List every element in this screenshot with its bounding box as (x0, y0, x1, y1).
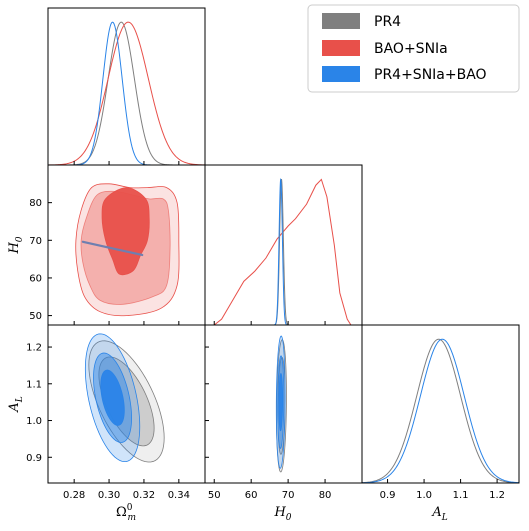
frame-h0-vs-al (204, 324, 363, 484)
marginal-curve-omega-m-pr4 (48, 21, 205, 165)
marginal-curve-h0-bao-snia (213, 178, 352, 325)
marginal-curve-omega-m-bao-snia (48, 21, 205, 165)
legend-swatch-bao-snia (322, 40, 360, 56)
panel-al-marginal (361, 324, 520, 484)
x-tick-label-omega_m: 0.34 (168, 490, 190, 501)
y-tick-label-H0: 70 (29, 236, 42, 247)
x-tick-label-AL: 1.2 (489, 490, 505, 501)
contour-h0-al-pr4-snia-bao-1sigma (278, 373, 284, 432)
marginal-curve-al-pr4-snia-bao (362, 338, 519, 483)
x-tick-label-omega_m: 0.32 (133, 490, 155, 501)
x-tick-label-H0: 70 (282, 490, 295, 501)
y-tick-label-H0: 50 (29, 311, 42, 322)
frame-al-marginal (361, 324, 520, 484)
x-tick-label-AL: 1.0 (416, 490, 432, 501)
x-tick-label-H0: 50 (208, 490, 221, 501)
y-tick-label-H0: 60 (29, 273, 42, 284)
legend-swatch-pr4-snia-bao (322, 66, 360, 82)
legend-label-bao-snia: BAO+SNIa (374, 41, 448, 57)
y-tick-label-AL: 1.2 (26, 343, 42, 354)
x-axis-label-omega-m: Ω0 m (116, 503, 136, 523)
legend-label-pr4-snia-bao: PR4+SNIa+BAO (374, 67, 487, 83)
marginal-curve-omega-m-pr4-snia-bao (48, 21, 205, 165)
x-tick-label-omega_m: 0.30 (98, 490, 120, 501)
x-tick-label-H0: 80 (319, 490, 332, 501)
x-axis-label-al: AL (431, 505, 447, 523)
y-axis-label-h0: H0 (7, 236, 25, 254)
legend-swatch-pr4 (322, 13, 360, 29)
x-tick-label-AL: 1.1 (453, 490, 469, 501)
y-tick-label-AL: 1.0 (26, 416, 42, 427)
legend-label-pr4: PR4 (374, 14, 401, 30)
legend: PR4 BAO+SNIa PR4+SNIa+BAO (307, 4, 520, 93)
legend-frame (307, 4, 520, 93)
x-tick-label-omega_m: 0.28 (63, 490, 85, 501)
y-tick-label-AL: 1.1 (26, 379, 42, 390)
x-tick-label-H0: 60 (245, 490, 258, 501)
x-tick-label-AL: 0.9 (380, 490, 396, 501)
contour-pr4-snia-bao (81, 240, 144, 257)
contour-pr4-snia-bao-1sigma (100, 369, 125, 426)
panel-omega-m-vs-al (47, 324, 206, 484)
panel-omega-m-marginal (47, 7, 206, 166)
panel-h0-vs-al (204, 324, 363, 484)
x-axis-label-h0: H0 (273, 505, 291, 523)
marginal-curve-h0-pr4 (265, 178, 296, 325)
panel-h0-marginal (204, 164, 363, 326)
y-tick-label-AL: 0.9 (26, 453, 42, 464)
marginal-curve-al-pr4 (362, 338, 519, 483)
panel-omega-m-vs-h0 (47, 164, 206, 326)
marginal-curve-h0-pr4-snia-bao (265, 178, 296, 325)
y-axis-label-al: AL (7, 396, 25, 412)
y-tick-label-H0: 80 (29, 198, 42, 209)
